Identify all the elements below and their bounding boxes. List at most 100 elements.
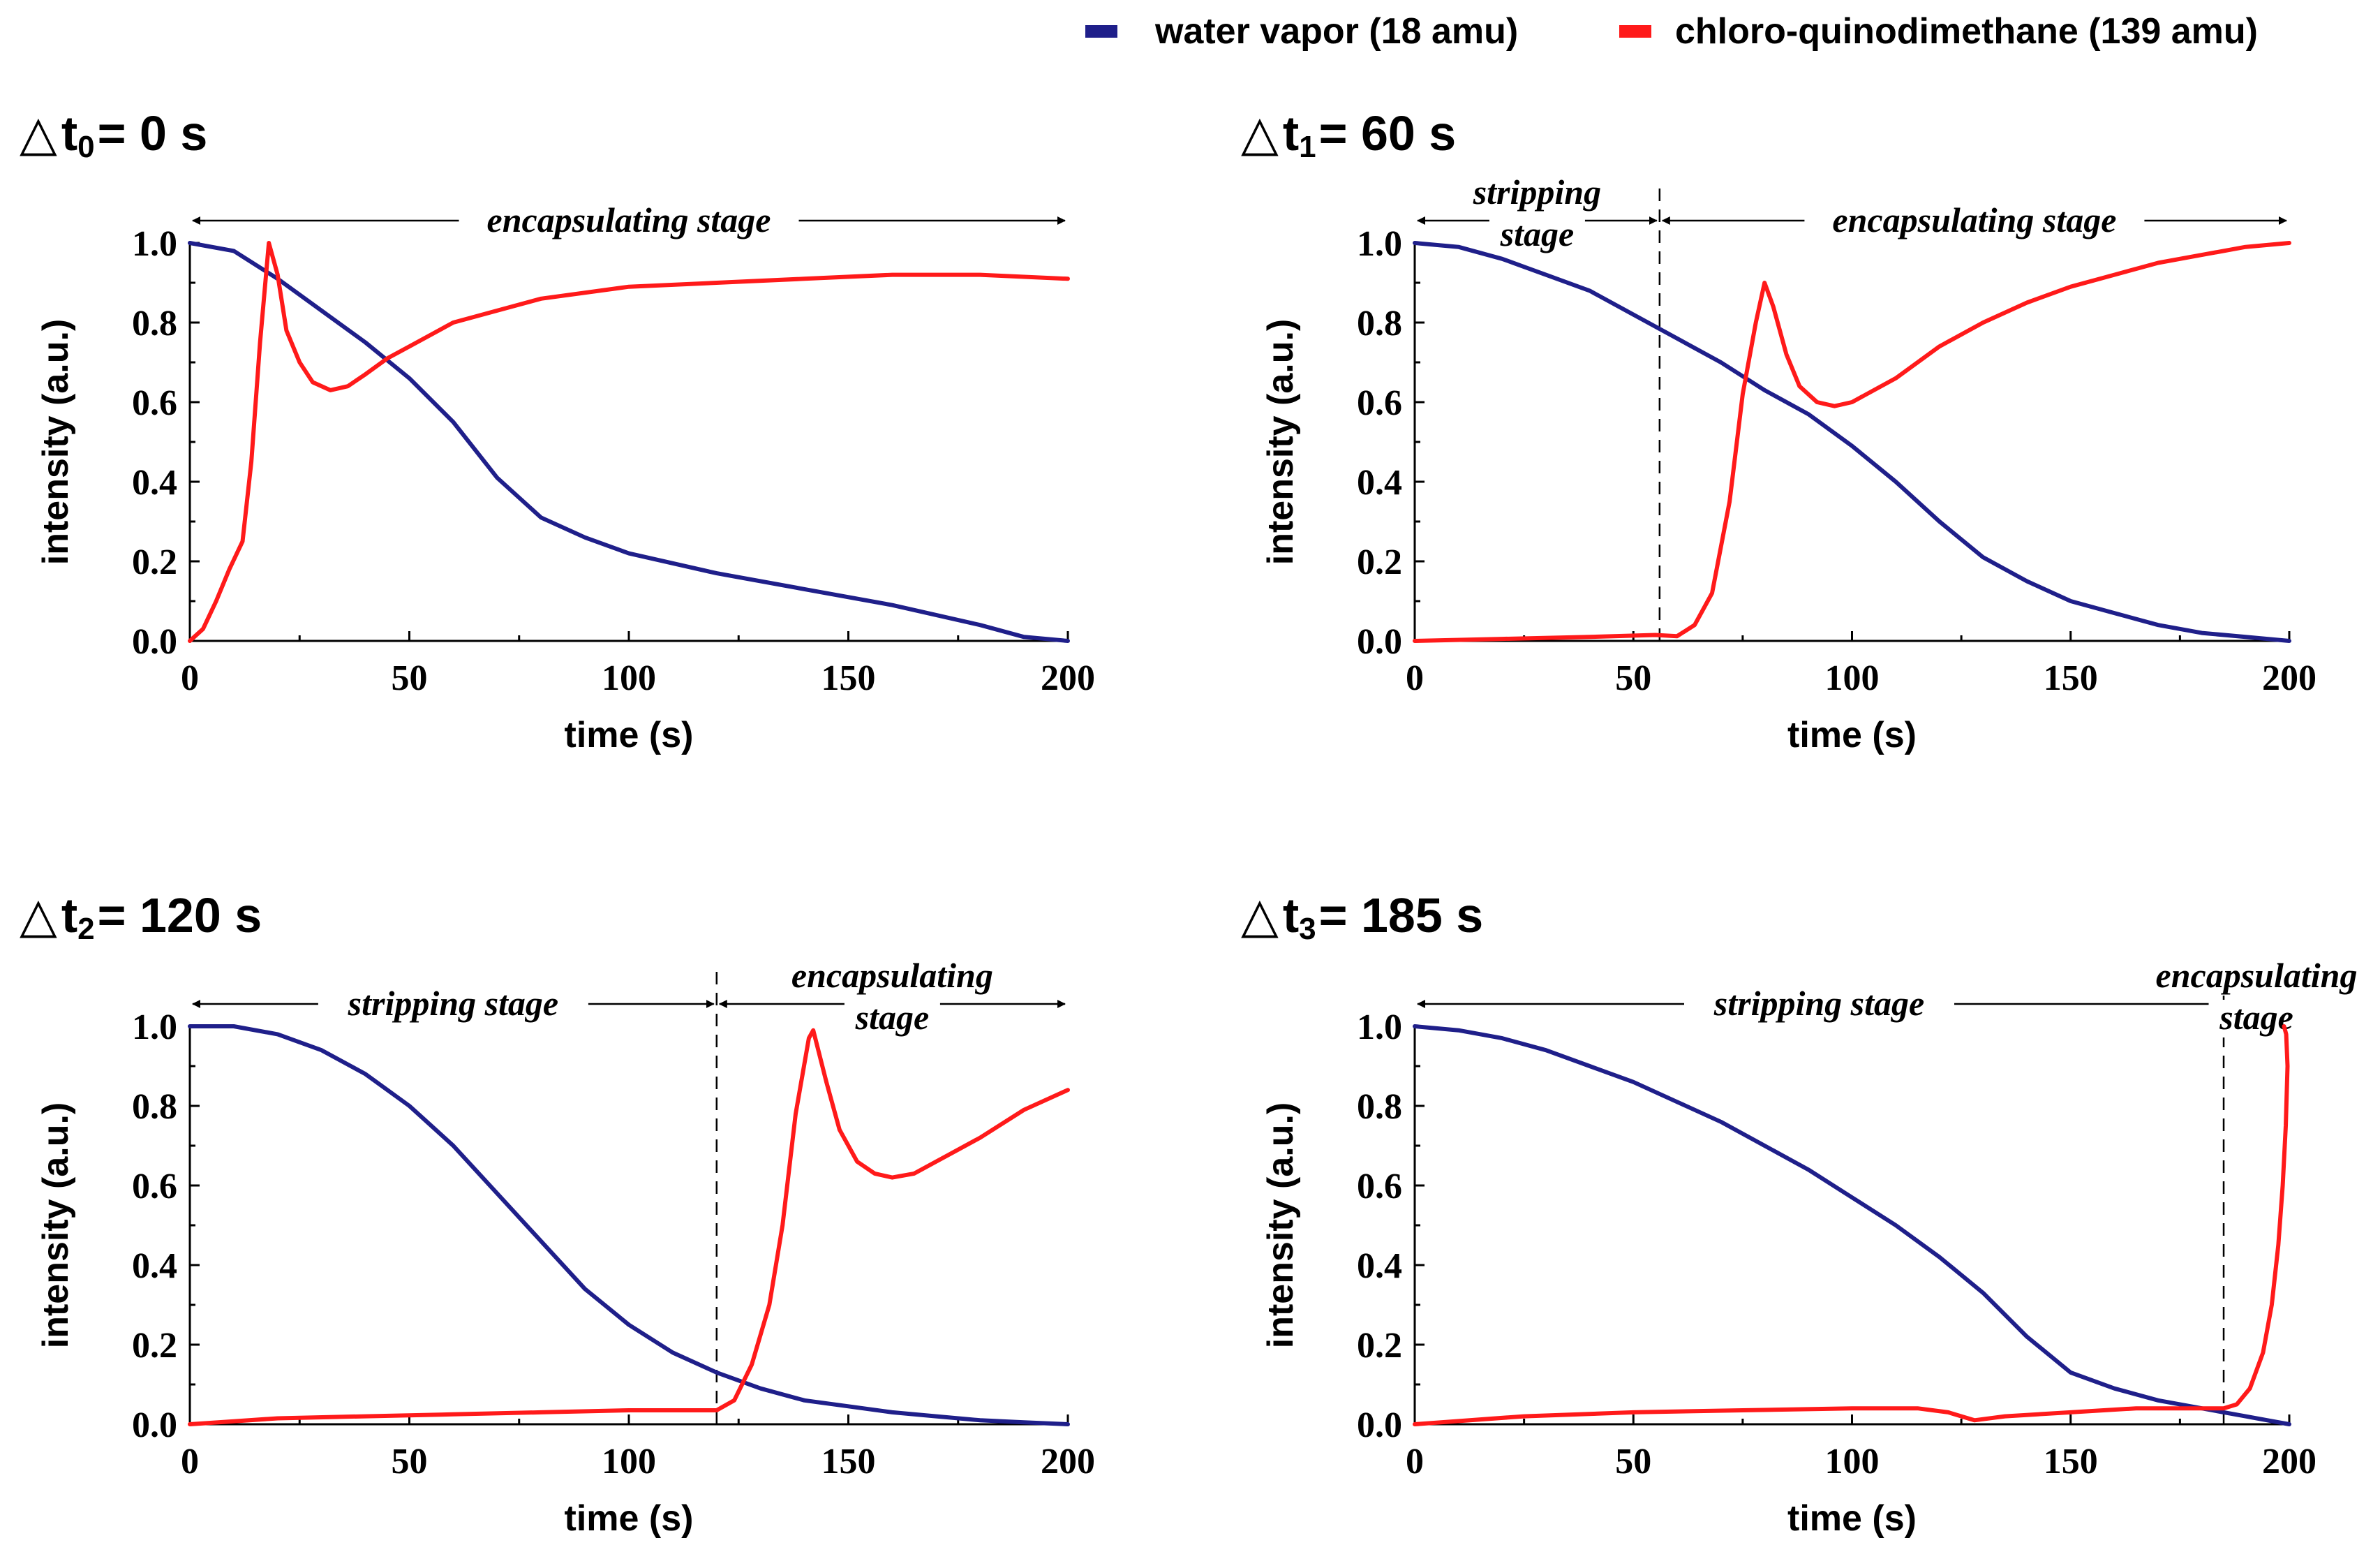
x-tick-label: 0 [181,1442,199,1482]
legend: water vapor (18 amu) chloro-quinodimetha… [1085,11,2258,52]
stage-label: encapsulating [791,956,993,995]
x-tick-label: 100 [602,658,656,698]
panel-title-sub: 2 [77,912,94,946]
panel-title-symbol: △ [1241,106,1279,161]
legend-label-chloro: chloro-quinodimethane (139 amu) [1675,11,2258,52]
y-tick-label: 0.6 [132,1167,177,1206]
stage-label: stripping stage [1713,984,1924,1023]
y-tick-label: 0.0 [132,1405,177,1445]
chart-panel-2: △t2= 120 s 0 50 100 150 200 0.0 0.2 0.4 0.6 0.8 1.0… [20,888,1095,1539]
panel-title-rest: = 0 s [98,106,208,161]
x-axis-label: time (s) [1787,715,1917,755]
series-chloro-quinodimethane [188,1028,1070,1426]
stage-label-bg [1684,986,1955,1024]
stage-label-bg [2208,1000,2305,1037]
x-tick-label: 100 [1825,1442,1880,1482]
stage-label-bg [1489,216,1585,254]
panel-title-rest: = 120 s [98,888,262,943]
y-axis-label: intensity (a.u.) [36,1102,76,1348]
x-axis-label: time (s) [1787,1498,1917,1539]
stage-label-bg [1454,175,1620,212]
series-water-vapor [1413,241,2291,643]
x-tick-label: 150 [2044,1442,2098,1482]
legend-swatch-water [1085,25,1117,38]
y-tick-label: 0.2 [132,542,177,582]
y-tick-label: 0.0 [132,622,177,662]
y-tick-label: 0.0 [1357,622,1402,662]
panels: △t0= 0 s0 50 100 150 2000.00.20.40.60.81.0ti… [20,106,2374,1539]
chart-panel-0: △t0= 0 s0 50 100 150 2000.00.20.40.60.81.0ti… [20,106,1095,755]
x-tick-label: 200 [2262,658,2316,698]
chart-panel-1: △t1= 60 s 0 50 100 150 200 0.0 0.2 0.4 0.6 0.8 1.0 t… [1241,106,2316,755]
series-chloro-quinodimethane [188,241,1070,643]
y-tick-label: 0.8 [132,304,177,343]
panel-title: △t2= 120 s [20,888,262,946]
series-water-vapor [1413,1024,2291,1426]
panel-title-symbol: △ [1241,888,1279,943]
y-tick-label: 0.6 [132,383,177,423]
x-axis-label: time (s) [565,1498,694,1539]
panel-title: △t1= 60 s [1241,106,1456,164]
panel-title-var: t [1283,106,1299,161]
panel-title-symbol: △ [20,888,57,943]
y-tick-label: 1.0 [1357,1007,1402,1047]
y-tick-label: 0.0 [1357,1405,1402,1445]
x-tick-label: 100 [1825,658,1880,698]
stage-label-bg [774,958,1010,996]
panel-title-var: t [61,106,77,161]
x-tick-label: 0 [1406,658,1424,698]
panel-title-sub: 1 [1299,130,1316,164]
x-tick-label: 0 [1406,1442,1424,1482]
stage-label: encapsulating [2156,956,2358,995]
series-water-vapor [188,1024,1070,1426]
y-tick-label: 1.0 [132,224,177,264]
panel-title-var: t [1283,888,1299,943]
stage-label: encapsulating stage [487,200,771,239]
stage-label-bg [2139,958,2374,996]
stage-label-bg [459,202,799,240]
panel-title-var: t [61,888,77,943]
stage-label: stage [855,998,930,1037]
stage-label-bg [1804,202,2145,240]
panel-title: △t0= 0 s [20,106,207,164]
y-tick-label: 0.2 [1357,542,1402,582]
x-tick-label: 200 [1041,658,1095,698]
y-tick-label: 0.4 [132,463,177,503]
x-tick-label: 200 [2262,1442,2316,1482]
y-tick-label: 0.6 [1357,1167,1402,1206]
x-axis-label: time (s) [565,715,694,755]
panel-title-rest: = 185 s [1319,888,1484,943]
y-tick-label: 0.8 [132,1087,177,1127]
panel-title-sub: 3 [1299,912,1316,946]
series-chloro-quinodimethane [1413,1024,2290,1426]
legend-swatch-chloro [1619,25,1651,38]
y-tick-label: 0.2 [132,1326,177,1366]
x-tick-label: 150 [2044,658,2098,698]
stage-label: stripping stage [348,984,558,1023]
y-axis-label: intensity (a.u.) [1260,319,1301,565]
stage-label-bg [318,986,588,1024]
panel-title-rest: = 60 s [1319,106,1457,161]
x-tick-label: 50 [1615,1442,1651,1482]
stage-label: stage [1500,214,1575,253]
y-axis-label: intensity (a.u.) [36,319,76,565]
y-tick-label: 1.0 [132,1007,177,1047]
legend-label-water: water vapor (18 amu) [1154,11,1518,52]
panel-title-symbol: △ [20,106,57,161]
x-tick-label: 0 [181,658,199,698]
x-tick-label: 100 [602,1442,656,1482]
x-tick-label: 200 [1041,1442,1095,1482]
panel-title-sub: 0 [77,130,94,164]
stage-label: stage [2219,998,2293,1037]
x-tick-label: 150 [821,658,876,698]
series-water-vapor [188,241,1070,643]
y-tick-label: 0.4 [1357,1246,1402,1286]
stage-label-bg [844,1000,940,1037]
y-tick-label: 0.8 [1357,304,1402,343]
series-chloro-quinodimethane [1413,241,2291,643]
y-tick-label: 0.8 [1357,1087,1402,1127]
chart-panel-3: △t3= 185 s 0 50 100 150 200 0.0 0.2 0.4 0.6 0.8 1.0… [1241,888,2374,1539]
y-tick-label: 0.6 [1357,383,1402,423]
stage-label: encapsulating stage [1832,200,2116,239]
